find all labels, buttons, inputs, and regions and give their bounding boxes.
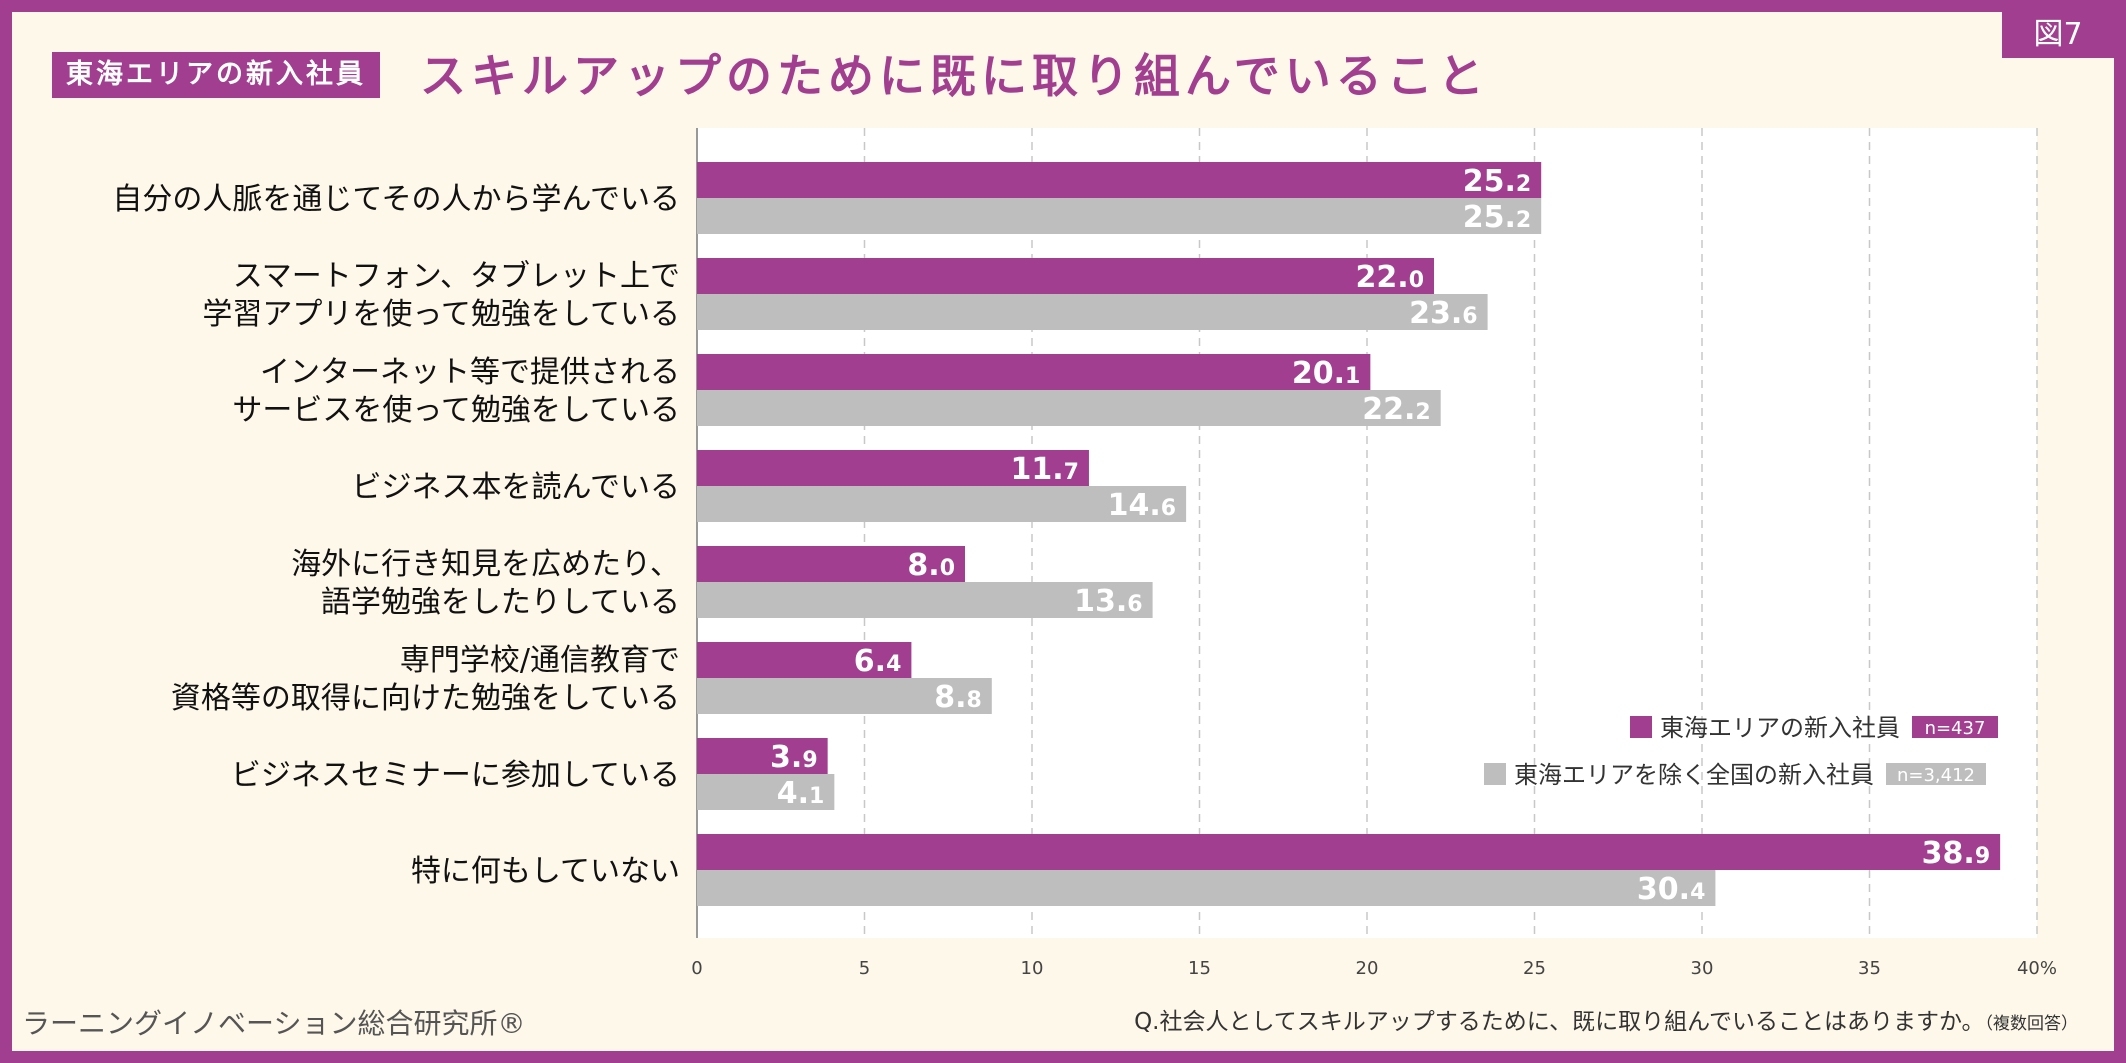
bar-tokai [697, 546, 965, 582]
bar-national [697, 678, 992, 714]
category-label: 特に何もしていない [411, 854, 680, 889]
bar-national [697, 774, 835, 810]
data-label: 8.8 [934, 680, 982, 715]
survey-question: Q.社会人としてスキルアップするために、既に取り組んでいることはありますか。（複… [1134, 1002, 2078, 1036]
category-label: 語学勉強をしたりしている [321, 585, 680, 620]
figure-panel: 図7 東海エリアの新入社員 スキルアップのために既に取り組んでいること 0 5 10… [12, 12, 2114, 1051]
data-label: 30.4 [1637, 872, 1705, 907]
category-label: 専門学校/通信教育で [400, 643, 680, 678]
bar-tokai [697, 450, 1089, 486]
question-note: （複数回答） [1984, 1014, 2079, 1034]
data-label: 6.4 [854, 644, 902, 679]
figure-number-badge: 図7 [2002, 12, 2114, 58]
data-label: 8.0 [907, 548, 955, 583]
x-tick-label: 0 [691, 958, 702, 979]
data-label: 20.1 [1292, 356, 1360, 391]
bar-national [697, 486, 1187, 522]
category-label: サービスを使って勉強をしている [232, 393, 680, 428]
x-tick-label: 15 [1188, 958, 1211, 979]
data-label: 25.2 [1463, 200, 1531, 235]
bar-tokai [697, 642, 912, 678]
x-tick-label: 35 [1858, 958, 1881, 979]
bar-tokai [697, 738, 828, 774]
organization-name: ラーニングイノベーション総合研究所® [22, 1007, 526, 1040]
question-text: Q.社会人としてスキルアップするために、既に取り組んでいることはありますか。 [1134, 1009, 1985, 1035]
x-tick-label: 25 [1523, 958, 1546, 979]
data-label: 13.6 [1074, 584, 1142, 619]
x-tick-label: 5 [859, 958, 870, 979]
bar-tokai [697, 834, 2001, 870]
bar-national [697, 294, 1488, 330]
bar-national [697, 582, 1153, 618]
data-label: 4.1 [777, 776, 825, 811]
page-title: スキルアップのために既に取り組んでいること [420, 49, 1489, 103]
category-label: 自分の人脈を通じてその人から学んでいる [112, 182, 680, 217]
data-label: 38.9 [1922, 836, 1990, 871]
bar-tokai [697, 162, 1542, 198]
legend-n-badge [1912, 716, 1998, 738]
legend-label: 東海エリアを除く全国の新入社員 [1514, 761, 1874, 789]
x-tick-label: 30 [1691, 958, 1714, 979]
category-label: ビジネス本を読んでいる [352, 470, 681, 505]
legend-n-label: n=3,412 [1897, 765, 1975, 786]
x-tick-label: 10 [1021, 958, 1044, 979]
category-label: 海外に行き知見を広めたり、 [291, 547, 680, 582]
category-label: 学習アプリを使って勉強をしている [202, 297, 680, 332]
data-label: 22.2 [1362, 392, 1430, 427]
legend-n-label: n=437 [1925, 718, 1986, 739]
legend-swatch [1630, 716, 1652, 738]
bar-national [697, 390, 1441, 426]
legend-swatch [1484, 763, 1506, 785]
category-label: ビジネスセミナーに参加している [231, 758, 680, 793]
x-tick-label: 40% [2017, 958, 2057, 979]
legend-label: 東海エリアの新入社員 [1660, 714, 1900, 742]
legend-n-badge [1886, 763, 1986, 785]
data-label: 25.2 [1463, 164, 1531, 199]
category-label: スマートフォン、タブレット上で [233, 259, 680, 294]
bar-chart: 0 5 10 15 20 25 30 35 40% 25.225.2 自分の人脈を通じてその人から学… [112, 128, 2057, 979]
bar-national [697, 870, 1716, 906]
data-label: 14.6 [1108, 488, 1176, 523]
category-label: インターネット等で提供される [260, 355, 680, 390]
data-label: 23.6 [1409, 296, 1477, 331]
data-label: 22.0 [1356, 260, 1424, 295]
data-label: 3.9 [770, 740, 818, 775]
data-label: 11.7 [1010, 452, 1078, 487]
segment-tag: 東海エリアの新入社員 [52, 52, 380, 98]
bar-tokai [697, 258, 1434, 294]
bar-national [697, 198, 1542, 234]
bar-tokai [697, 354, 1371, 390]
category-label: 資格等の取得に向けた勉強をしている [171, 681, 680, 716]
x-tick-label: 20 [1356, 958, 1379, 979]
